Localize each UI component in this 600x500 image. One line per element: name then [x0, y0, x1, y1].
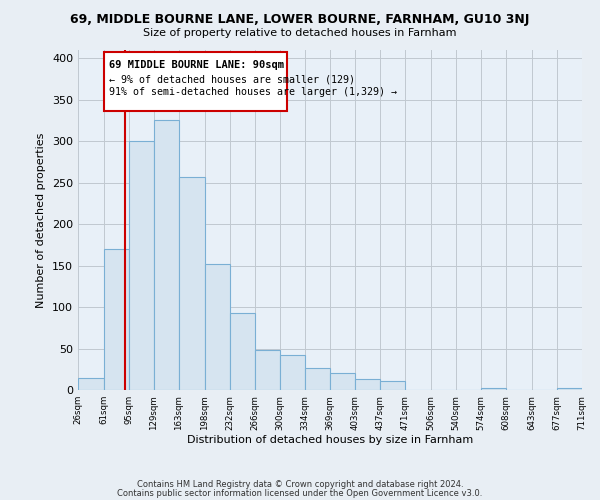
- Bar: [557, 388, 582, 390]
- Bar: [129, 141, 154, 390]
- Bar: [104, 249, 129, 390]
- X-axis label: Distribution of detached houses by size in Farnham: Distribution of detached houses by size …: [187, 436, 473, 446]
- Text: 69, MIDDLE BOURNE LANE, LOWER BOURNE, FARNHAM, GU10 3NJ: 69, MIDDLE BOURNE LANE, LOWER BOURNE, FA…: [70, 12, 530, 26]
- Bar: [331, 372, 355, 390]
- Text: 91% of semi-detached houses are larger (1,329) →: 91% of semi-detached houses are larger (…: [109, 88, 397, 98]
- Bar: [205, 264, 230, 390]
- Bar: [380, 381, 406, 390]
- Bar: [154, 120, 179, 390]
- Text: ← 9% of detached houses are smaller (129): ← 9% of detached houses are smaller (129…: [109, 74, 355, 84]
- Bar: [305, 368, 331, 390]
- Text: Size of property relative to detached houses in Farnham: Size of property relative to detached ho…: [143, 28, 457, 38]
- Bar: [230, 313, 254, 390]
- Y-axis label: Number of detached properties: Number of detached properties: [37, 132, 46, 308]
- Bar: [78, 378, 104, 390]
- FancyBboxPatch shape: [104, 52, 287, 110]
- Text: 69 MIDDLE BOURNE LANE: 90sqm: 69 MIDDLE BOURNE LANE: 90sqm: [109, 60, 284, 70]
- Bar: [481, 388, 506, 390]
- Bar: [179, 177, 205, 390]
- Text: Contains public sector information licensed under the Open Government Licence v3: Contains public sector information licen…: [118, 489, 482, 498]
- Text: Contains HM Land Registry data © Crown copyright and database right 2024.: Contains HM Land Registry data © Crown c…: [137, 480, 463, 489]
- Bar: [280, 355, 305, 390]
- Bar: [355, 379, 380, 390]
- Bar: [254, 350, 280, 390]
